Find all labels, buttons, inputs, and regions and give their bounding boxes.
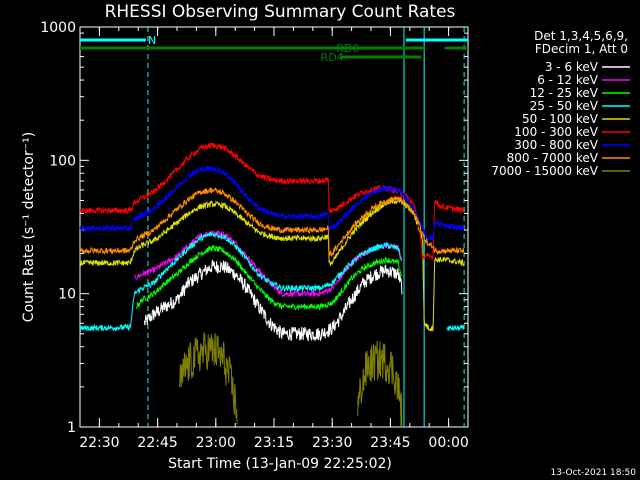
legend-entry-label: 800 - 7000 keV (507, 151, 599, 165)
y-tick-label: 1000 (40, 20, 76, 36)
series-line-6 (79, 165, 465, 243)
flag-label-n: N (148, 34, 156, 47)
series-line-8 (179, 331, 403, 428)
x-tick-label: 22:45 (137, 435, 177, 451)
y-tick-label: 1 (67, 420, 76, 436)
legend-entry-label: 300 - 800 keV (514, 138, 598, 152)
legend-entry-label: 6 - 12 keV (537, 73, 599, 87)
x-axis-label: Start Time (13-Jan-09 22:25:02) (168, 456, 392, 472)
x-tick-label: 00:00 (428, 435, 468, 451)
y-tick-label: 10 (58, 287, 76, 303)
y-axis-label: Count Rate (s⁻¹ detector⁻¹) (21, 132, 37, 322)
series-line-4 (79, 197, 465, 332)
flag-label-rd4: RD4 (321, 51, 344, 64)
x-tick-label: 23:45 (370, 435, 410, 451)
x-tick-label: 22:30 (79, 435, 119, 451)
legend-entry-label: 25 - 50 keV (530, 99, 599, 113)
y-tick-label: 100 (49, 153, 76, 169)
chart-title: RHESSI Observing Summary Count Rates (105, 2, 456, 22)
x-tick-label: 23:15 (254, 435, 294, 451)
legend-entry-label: 50 - 100 keV (522, 112, 599, 126)
x-tick-label: 23:30 (312, 435, 352, 451)
x-tick-label: 23:00 (196, 435, 236, 451)
footer-timestamp: 13-Oct-2021 18:50 (551, 468, 637, 478)
legend-entry-label: 7000 - 15000 keV (491, 164, 598, 178)
legend-header-line-2: FDecim 1, Att 0 (535, 42, 628, 56)
series-line-7 (79, 186, 465, 257)
series-line-2 (135, 244, 403, 311)
legend-entry-label: 3 - 6 keV (545, 60, 599, 74)
legend-entry-label: 100 - 300 keV (514, 125, 598, 139)
plot-area: 1 10 100 1000 22:30 22:45 23:00 23:15 23:30 23:45… (40, 20, 630, 451)
legend-entry-label: 12 - 25 keV (530, 86, 599, 100)
series-line-3 (79, 231, 465, 333)
flag-label-rd0: RD0 (336, 42, 359, 55)
series-line-0 (143, 259, 403, 342)
legend-header-line-1: Det 1,3,4,5,6,9, (534, 29, 628, 43)
